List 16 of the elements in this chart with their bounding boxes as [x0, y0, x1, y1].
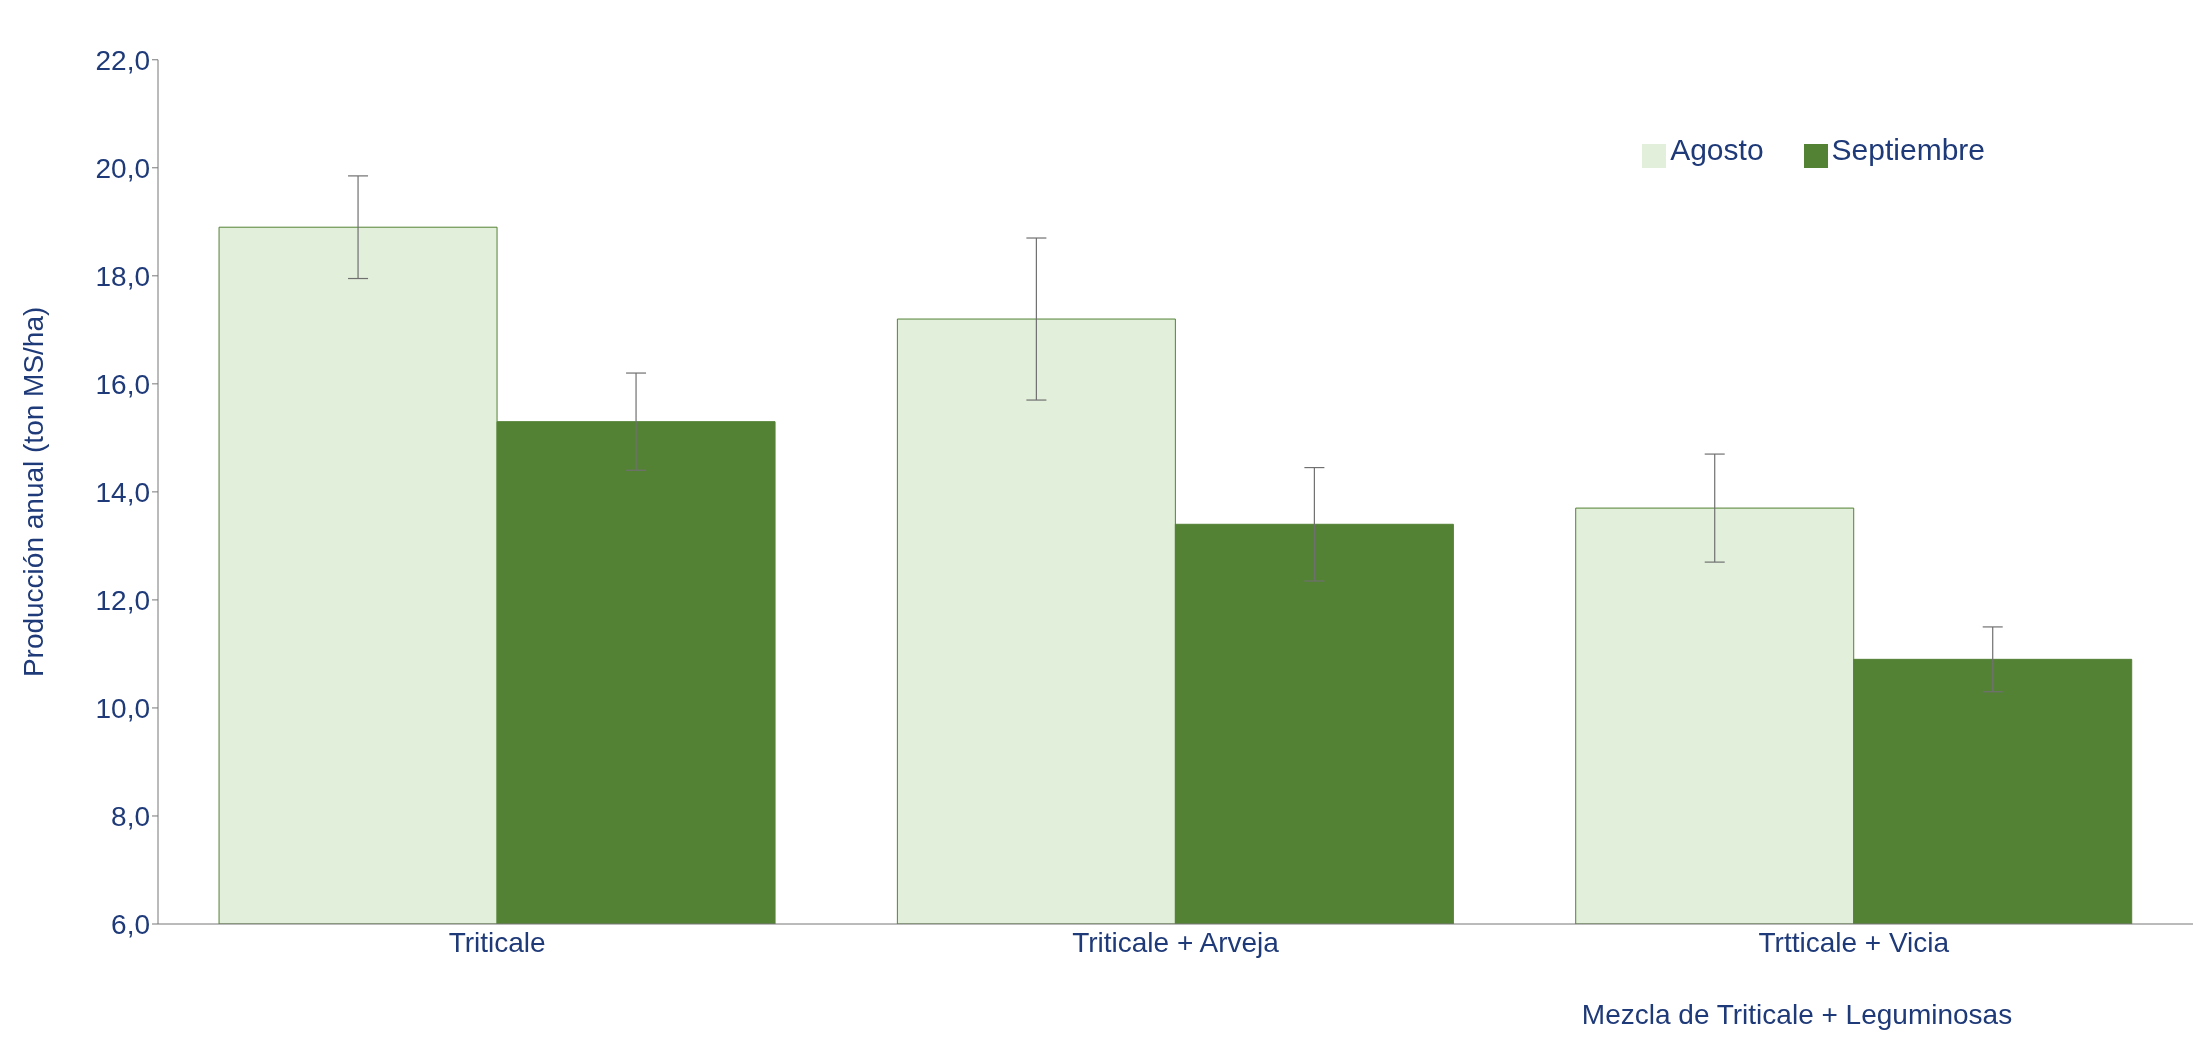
y-tick-label: 18,0	[95, 260, 150, 292]
x-tick-label: Triticale + Arveja	[1072, 926, 1280, 958]
x-tick-label: Triticale	[448, 926, 546, 958]
y-tick-label: 22,0	[95, 44, 150, 76]
y-tick-label: 20,0	[95, 152, 150, 184]
legend-label: Septiembre	[1831, 133, 1985, 166]
y-axis-title: Producción anual (ton MS/ha)	[17, 306, 49, 678]
x-axis-title: Mezcla de Triticale + Leguminosas	[1581, 999, 2013, 1031]
x-tick-label: Trtticale + Vicia	[1758, 926, 1950, 958]
y-tick-label: 6,0	[111, 908, 150, 940]
y-tick-label: 8,0	[111, 800, 150, 832]
y-tick-label: 14,0	[95, 476, 150, 508]
y-tick-label: 16,0	[95, 368, 150, 400]
y-tick-label: 10,0	[95, 692, 150, 724]
legend-label: Agosto	[1670, 133, 1764, 166]
y-tick-label: 12,0	[95, 584, 150, 616]
